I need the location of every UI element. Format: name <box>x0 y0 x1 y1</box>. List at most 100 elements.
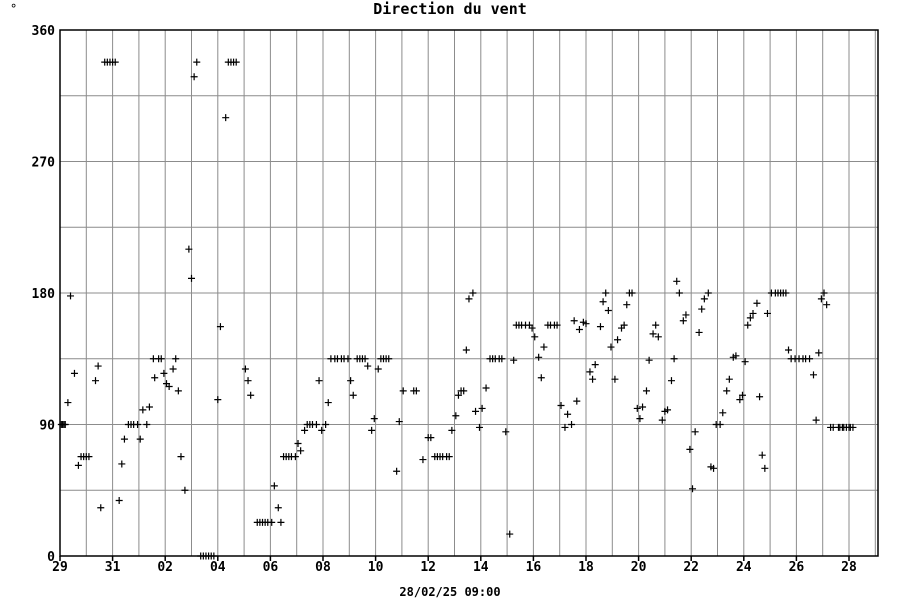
x-tick-label: 04 <box>210 560 226 575</box>
data-point <box>758 451 766 459</box>
data-point <box>139 406 147 414</box>
data-point <box>247 391 255 399</box>
data-point <box>177 453 185 461</box>
data-point <box>686 445 694 453</box>
data-point <box>602 289 610 297</box>
data-point <box>719 409 727 417</box>
data-point <box>591 361 599 369</box>
data-point <box>596 323 604 331</box>
x-axis-label: 28/02/25 09:00 <box>399 585 500 599</box>
y-tick-label: 180 <box>32 287 56 302</box>
data-point <box>393 467 401 475</box>
data-point <box>809 371 817 379</box>
x-tick-label: 26 <box>789 560 805 575</box>
chart-grid <box>59 29 879 557</box>
data-point <box>564 410 572 418</box>
data-point <box>695 328 703 336</box>
data-point <box>454 391 462 399</box>
data-point <box>723 387 731 395</box>
data-point <box>214 396 222 404</box>
data-point <box>639 403 647 411</box>
data-point <box>318 426 326 434</box>
data-point <box>710 464 718 472</box>
x-tick-label: 08 <box>315 560 331 575</box>
data-point <box>820 289 828 297</box>
data-point <box>67 292 75 300</box>
data-point <box>94 362 102 370</box>
x-tick-label: 28 <box>841 560 857 575</box>
data-point <box>607 343 615 351</box>
data-point <box>92 377 100 385</box>
y-tick-label: 270 <box>32 156 56 171</box>
data-point <box>368 426 376 434</box>
data-point <box>599 298 607 306</box>
data-point <box>806 355 814 363</box>
data-point <box>61 421 69 428</box>
data-point <box>502 428 510 436</box>
data-point <box>322 421 330 428</box>
data-point <box>74 461 82 469</box>
data-point <box>700 295 708 303</box>
data-point <box>586 368 594 376</box>
data-point <box>151 374 159 382</box>
data-point <box>689 485 697 493</box>
data-point <box>812 416 820 424</box>
data-point <box>312 421 320 428</box>
data-point <box>642 387 650 395</box>
x-tick-label: 16 <box>526 560 542 575</box>
data-point <box>427 434 435 442</box>
data-point <box>85 453 93 461</box>
data-point <box>744 321 752 329</box>
data-point <box>395 418 403 426</box>
data-point <box>611 375 619 383</box>
data-point <box>673 277 681 285</box>
data-point <box>535 353 543 361</box>
data-point <box>658 416 666 424</box>
data-point <box>361 355 369 363</box>
data-point <box>652 321 660 329</box>
x-tick-label: 24 <box>736 560 752 575</box>
data-point <box>620 321 628 329</box>
data-point <box>222 114 230 122</box>
data-point <box>136 435 144 443</box>
data-point <box>349 391 357 399</box>
x-tick-label: 14 <box>473 560 489 575</box>
data-point <box>506 530 514 538</box>
data-point <box>190 73 198 81</box>
data-point <box>633 404 641 412</box>
data-point <box>70 369 78 377</box>
data-point <box>469 289 477 297</box>
data-point <box>344 355 352 363</box>
data-point <box>294 439 302 447</box>
chart-title: Direction du vent <box>373 0 527 18</box>
data-point <box>241 365 249 373</box>
data-point <box>185 245 193 253</box>
data-point <box>698 305 706 313</box>
data-point <box>364 362 372 370</box>
data-point <box>675 289 683 297</box>
data-point <box>645 356 653 364</box>
data-point <box>347 377 355 385</box>
y-tick-label: 360 <box>32 24 56 39</box>
data-point <box>445 453 453 461</box>
data-point <box>654 333 662 341</box>
data-point <box>738 391 746 399</box>
data-point <box>746 314 754 322</box>
y-axis-ticks: 0 90 180 270 360 <box>32 24 56 565</box>
data-point <box>498 355 506 363</box>
data-point <box>761 464 769 472</box>
data-point <box>274 504 282 512</box>
data-point <box>704 289 712 297</box>
data-point <box>301 426 309 434</box>
data-point <box>614 336 622 344</box>
x-tick-label: 31 <box>105 560 121 575</box>
data-point <box>157 355 165 363</box>
data-point <box>244 377 252 385</box>
data-point <box>573 397 581 405</box>
data-point <box>557 402 565 410</box>
data-point <box>97 504 105 512</box>
x-tick-label: 10 <box>368 560 384 575</box>
data-point <box>64 399 72 407</box>
data-point <box>277 518 285 526</box>
data-point <box>188 274 195 282</box>
